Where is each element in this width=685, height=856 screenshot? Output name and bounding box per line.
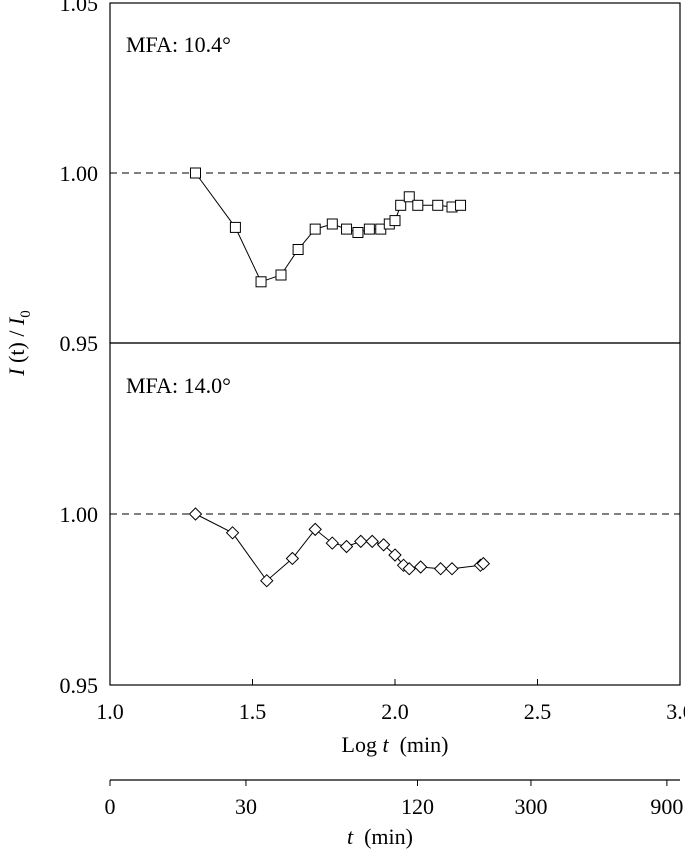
top-panel-label: MFA: 10.4° bbox=[126, 32, 231, 57]
data-point-diamond bbox=[433, 562, 448, 576]
data-point-square bbox=[190, 167, 201, 179]
secondary-x-tick-label: 0 bbox=[105, 794, 116, 819]
data-point-square bbox=[292, 244, 304, 255]
y-tick-label: 1.05 bbox=[60, 0, 99, 16]
data-point-diamond bbox=[413, 560, 428, 574]
x-tick-label: 1.0 bbox=[96, 699, 124, 724]
data-point-square bbox=[395, 199, 407, 211]
secondary-x-tick-label: 30 bbox=[235, 794, 257, 819]
data-point-diamond bbox=[476, 556, 491, 571]
data-point-diamond bbox=[445, 562, 459, 576]
data-point-diamond bbox=[376, 538, 391, 552]
data-point-square bbox=[389, 215, 401, 227]
data-point-diamond bbox=[402, 562, 416, 576]
data-point-square bbox=[309, 223, 321, 235]
secondary-x-tick-label: 300 bbox=[514, 794, 547, 819]
x-axis-title: Log t (min) bbox=[342, 732, 449, 757]
y-tick-label: 1.00 bbox=[60, 502, 99, 527]
x-tick-label: 3.0 bbox=[666, 699, 685, 724]
bottom-panel-label: MFA: 14.0° bbox=[126, 373, 231, 398]
data-point-square bbox=[363, 223, 375, 235]
data-point-square bbox=[432, 199, 444, 211]
x-tick-label: 2.5 bbox=[524, 699, 552, 724]
data-point-diamond bbox=[285, 551, 300, 566]
y-tick-label: 1.00 bbox=[60, 161, 99, 186]
data-point-diamond bbox=[225, 526, 240, 540]
data-point-square bbox=[403, 191, 415, 203]
x-tick-label: 2.0 bbox=[381, 699, 409, 724]
data-point-square bbox=[412, 199, 424, 211]
data-point-diamond bbox=[188, 507, 203, 521]
data-point-diamond bbox=[325, 536, 340, 550]
data-point-diamond bbox=[260, 573, 274, 588]
data-point-square bbox=[352, 227, 364, 238]
data-point-diamond bbox=[388, 548, 402, 562]
data-point-square bbox=[326, 218, 338, 230]
data-point-square bbox=[455, 199, 467, 211]
secondary-x-tick-label: 120 bbox=[401, 794, 434, 819]
data-point-square bbox=[255, 276, 267, 288]
y-axis-title: I (t) / I0 bbox=[4, 310, 34, 377]
x-tick-label: 1.5 bbox=[239, 699, 267, 724]
data-point-diamond bbox=[365, 534, 379, 549]
y-tick-label: 0.95 bbox=[60, 673, 99, 698]
data-point-square bbox=[229, 221, 241, 233]
data-point-diamond bbox=[354, 534, 368, 549]
chart-marks: 1.051.000.951.000.951.01.52.02.53.003012… bbox=[60, 0, 685, 819]
secondary-x-axis-title: t (min) bbox=[347, 824, 413, 849]
data-point-diamond bbox=[339, 539, 354, 554]
secondary-x-tick-label: 900 bbox=[650, 794, 683, 819]
data-point-diamond bbox=[308, 522, 322, 537]
data-point-square bbox=[275, 269, 287, 281]
data-point-square bbox=[341, 223, 353, 235]
y-tick-label: 0.95 bbox=[60, 331, 99, 356]
